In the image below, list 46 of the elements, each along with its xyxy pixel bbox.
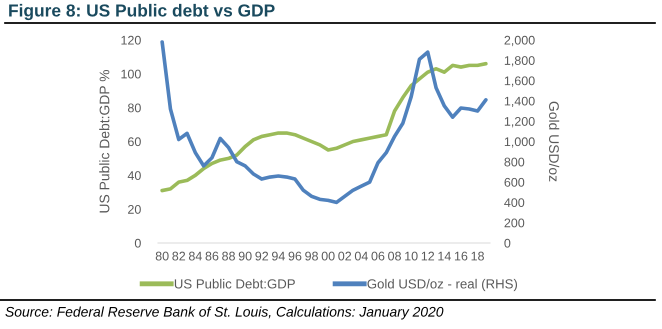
x-tick-label: 80 [156, 252, 169, 261]
y-tick-label: 100 [121, 70, 141, 78]
legend-label: Gold USD/oz - real (RHS) [367, 278, 518, 292]
x-tick-label: 02 [338, 252, 352, 261]
y-tick-label: 60 [128, 137, 141, 146]
x-tick-label: 08 [388, 252, 401, 261]
y2-tick-label: 800 [504, 158, 524, 166]
x-tick-label: 00 [322, 252, 335, 261]
y-tick-label: 40 [128, 171, 141, 180]
y2-tick-label: 1,400 [504, 96, 535, 108]
x-tick-label: 90 [238, 252, 252, 261]
x-tick-label: 96 [288, 252, 302, 261]
y2-tick-label: 1,600 [504, 76, 535, 87]
source-note: Source: Federal Reserve Bank of St. Louis, Calculations: January 2020 [5, 306, 444, 320]
y-tick-label: 120 [121, 36, 141, 45]
y2-tick-label: 400 [504, 198, 524, 208]
legend-label: US Public Debt:GDP [174, 278, 295, 289]
y2-tick-label: 1,800 [504, 56, 535, 66]
x-tick-label: 06 [371, 252, 384, 261]
y2-tick-label: 1,200 [504, 117, 535, 128]
y2-tick-label: 2,000 [504, 36, 535, 46]
x-tick-label: 12 [422, 252, 434, 260]
x-tick-label: 88 [222, 252, 235, 261]
y2-tick-label: 0 [504, 238, 510, 248]
line-series [160, 62, 488, 192]
x-tick-label: 16 [454, 252, 468, 261]
y2-tick-label: 200 [504, 218, 524, 228]
line-series [160, 40, 488, 204]
x-tick-label: 18 [472, 252, 484, 261]
y-tick-label: 0 [134, 238, 141, 248]
x-tick-label: 82 [172, 252, 186, 261]
x-tick-label: 10 [405, 252, 418, 261]
x-tick-label: 86 [206, 252, 218, 261]
x-tick-label: 98 [305, 252, 318, 261]
y-axis-title: US Public Debt:GDP % [99, 70, 110, 212]
y-tick-label: 80 [128, 103, 141, 112]
x-tick-label: 94 [272, 252, 285, 261]
y2-tick-label: 1,000 [504, 137, 535, 148]
x-tick-label: 14 [438, 252, 451, 260]
y2-tick-label: 600 [504, 178, 524, 187]
x-tick-label: 04 [354, 252, 368, 261]
y-tick-label: 20 [128, 204, 141, 214]
chart-title: Figure 8: US Public debt vs GDP [9, 4, 275, 20]
x-tick-label: 92 [255, 252, 268, 261]
x-tick-label: 84 [188, 252, 202, 261]
y2-axis-title: Gold USD/oz [549, 102, 560, 182]
